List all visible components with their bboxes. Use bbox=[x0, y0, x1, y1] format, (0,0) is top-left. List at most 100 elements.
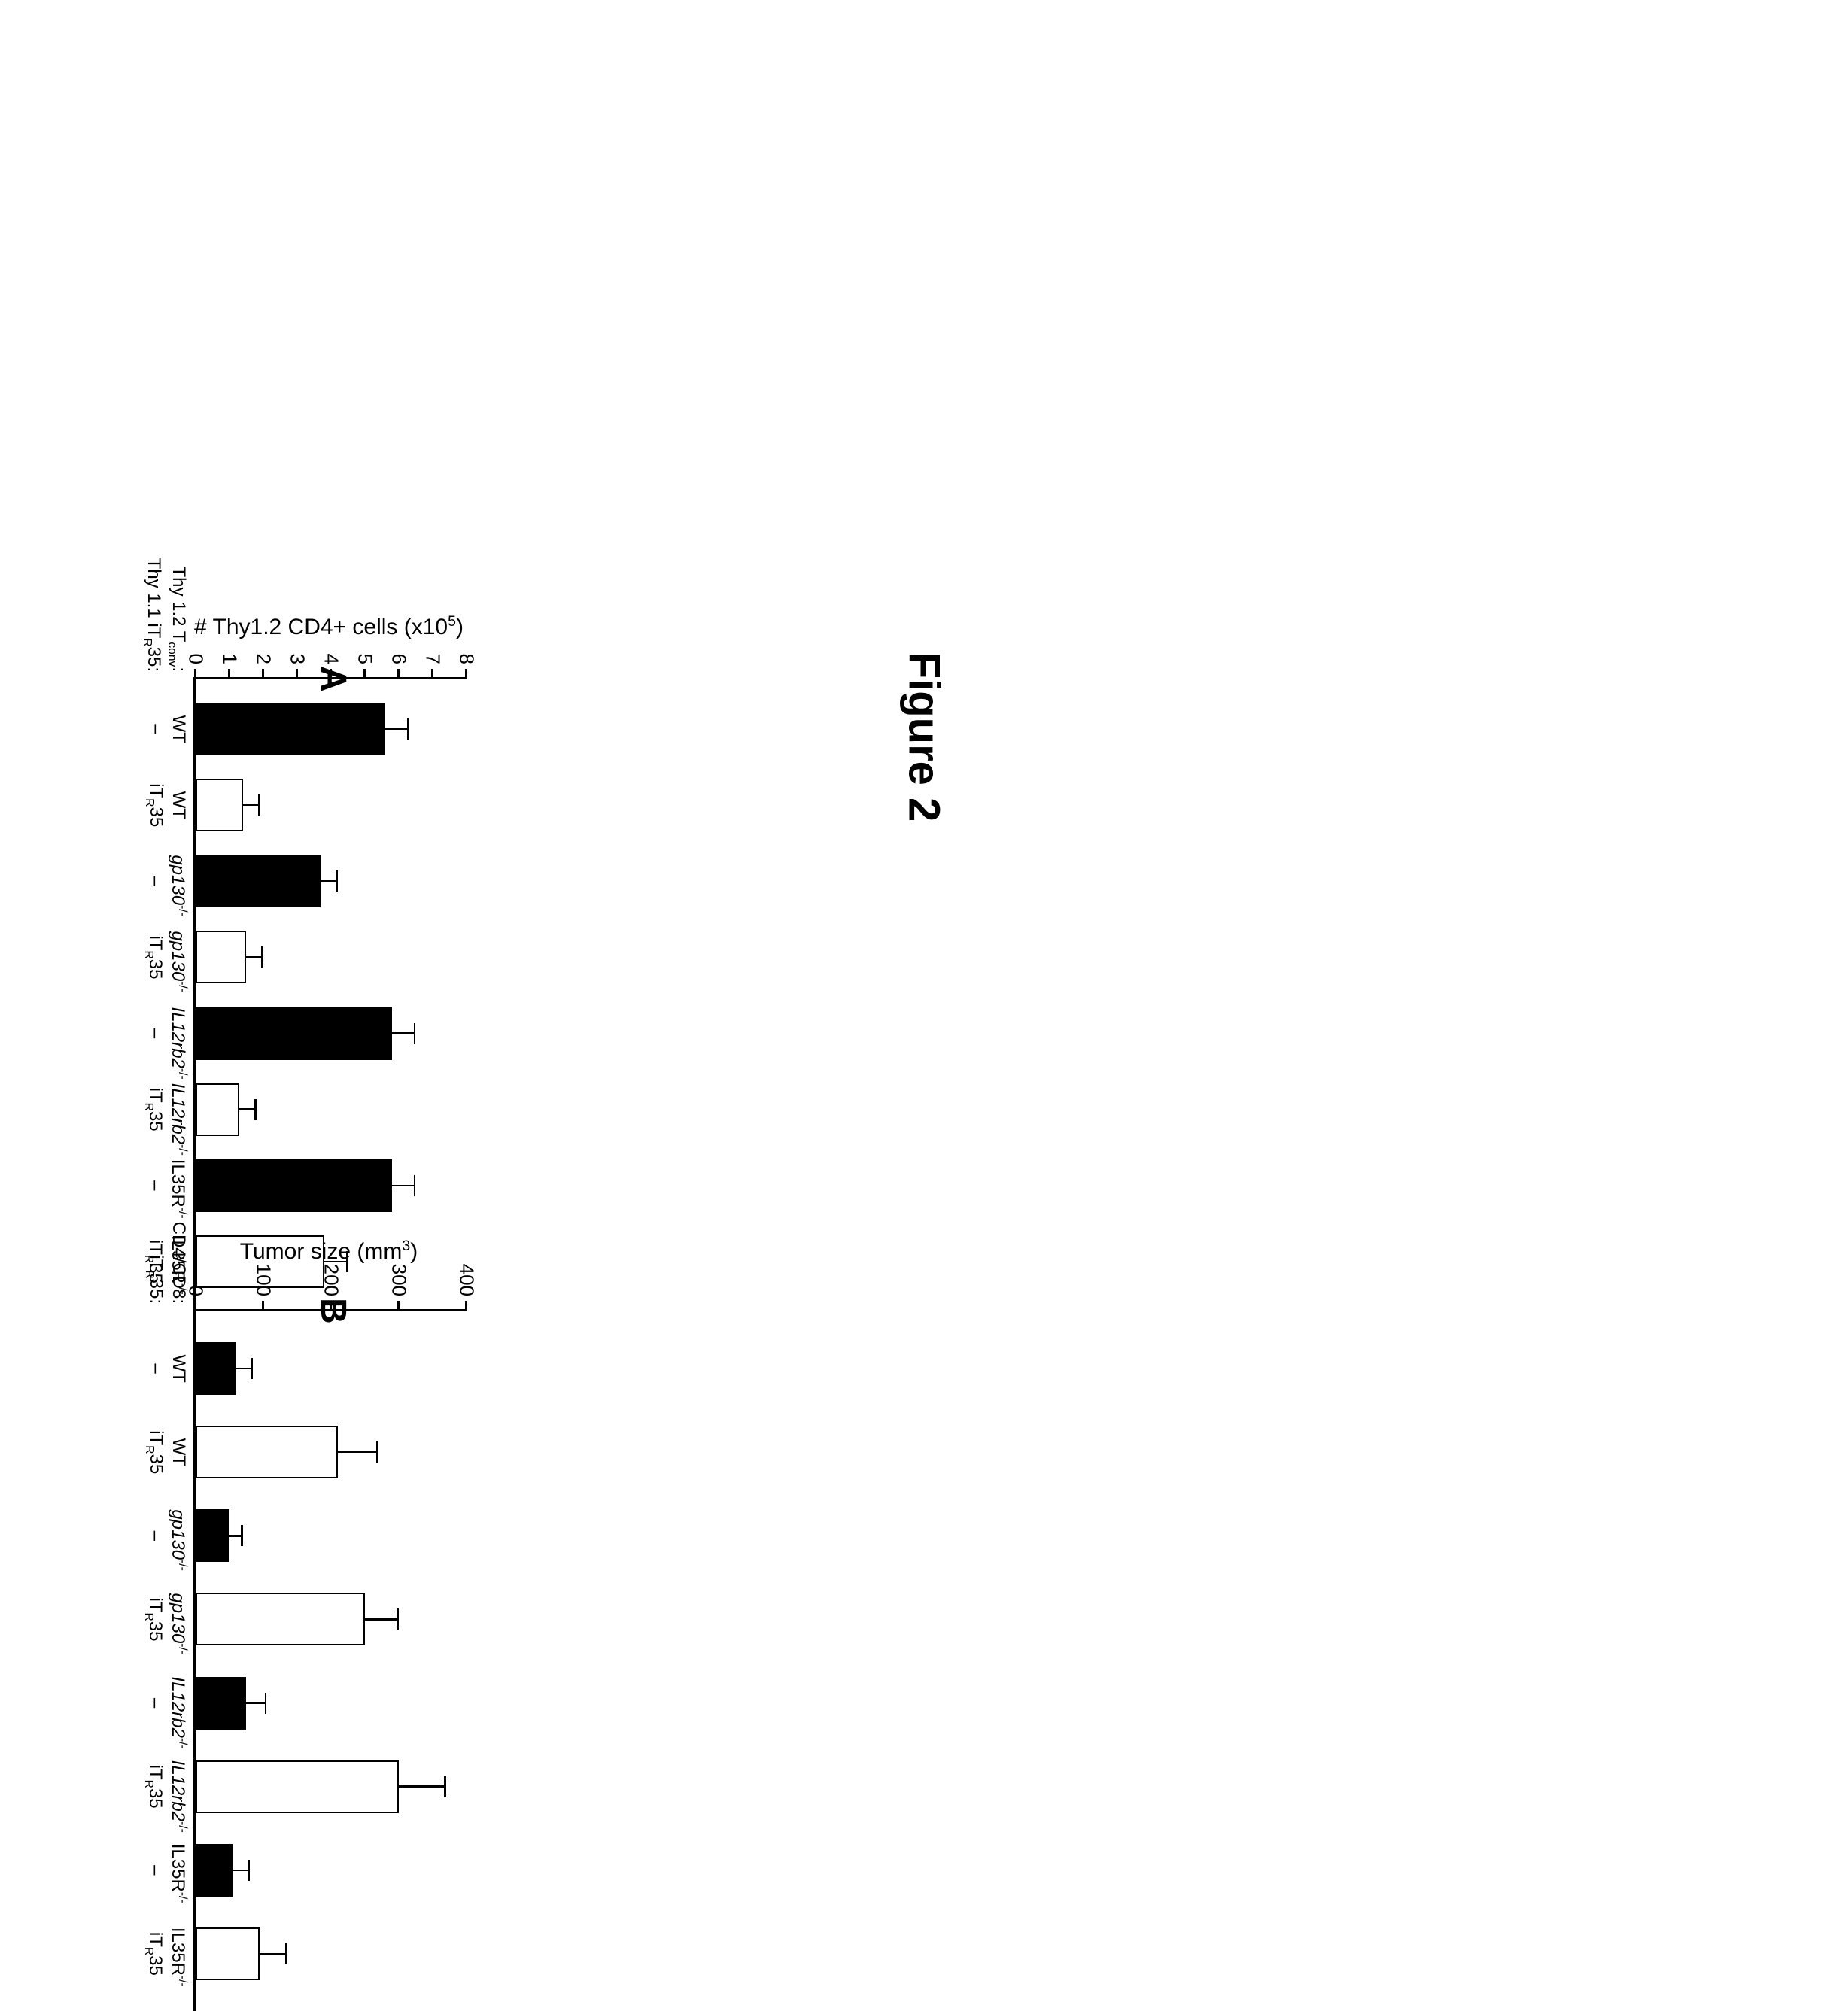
bar-rect bbox=[196, 1927, 260, 1980]
error-cap bbox=[377, 1441, 379, 1463]
bar-slot bbox=[196, 779, 260, 831]
panel-a-bars bbox=[196, 679, 467, 1311]
y-tick-label: 400 bbox=[455, 1264, 479, 1311]
error-cap bbox=[407, 718, 409, 740]
bar bbox=[196, 1159, 416, 1212]
error-cap bbox=[265, 1693, 267, 1714]
x-label: WT– bbox=[141, 1342, 196, 1395]
bar bbox=[196, 1760, 446, 1813]
bar-slot bbox=[196, 703, 409, 755]
bar-rect bbox=[196, 1844, 233, 1897]
error-bar bbox=[236, 1368, 254, 1370]
x-label: gp130-/-– bbox=[141, 855, 196, 907]
bar-rect bbox=[196, 1677, 247, 1730]
error-bar bbox=[392, 1185, 416, 1187]
bar-rect bbox=[196, 1593, 365, 1645]
bar-slot bbox=[196, 1159, 416, 1212]
page: Figure 2 A # Thy1.2 CD4+ cells (x105) Th… bbox=[0, 0, 1848, 1424]
error-cap bbox=[248, 1860, 251, 1881]
error-bar bbox=[229, 1535, 243, 1537]
bar-slot bbox=[196, 855, 338, 907]
error-cap bbox=[258, 794, 260, 816]
error-cap bbox=[445, 1776, 447, 1797]
bar-rect bbox=[196, 931, 247, 983]
bar bbox=[196, 1007, 416, 1060]
error-cap bbox=[251, 1358, 254, 1379]
y-tick-label: 100 bbox=[252, 1264, 275, 1311]
x-label: WT– bbox=[141, 703, 196, 755]
bar bbox=[196, 1844, 250, 1897]
y-tick-label: 300 bbox=[388, 1264, 411, 1311]
bar-slot bbox=[196, 1677, 267, 1730]
y-tick-label: 0 bbox=[184, 1286, 208, 1311]
bar bbox=[196, 855, 338, 907]
y-tick-label: 4 bbox=[320, 654, 343, 679]
bar-rect bbox=[196, 1342, 236, 1395]
error-bar bbox=[365, 1618, 399, 1621]
bar-rect bbox=[196, 1426, 338, 1478]
bar-slot bbox=[196, 931, 263, 983]
bar-rect bbox=[196, 1007, 392, 1060]
error-cap bbox=[262, 946, 264, 968]
panel-b-chart-wrap: Tumor size (mm3) CD4/CD8:iTR35: WT–WTiTR… bbox=[193, 1309, 467, 2011]
bar-slot bbox=[196, 1844, 250, 1897]
y-tick-label: 6 bbox=[388, 654, 411, 679]
x-label: gp130-/-iTR35 bbox=[141, 1593, 196, 1645]
bar bbox=[196, 703, 409, 755]
error-bar bbox=[247, 956, 264, 958]
figure-title: Figure 2 bbox=[899, 652, 950, 822]
bar bbox=[196, 1509, 243, 1562]
bar-rect bbox=[196, 1509, 229, 1562]
bar-slot bbox=[196, 1426, 378, 1478]
panel-a-chart: # Thy1.2 CD4+ cells (x105) Thy 1.2 Tconv… bbox=[193, 677, 467, 1311]
bar-slot bbox=[196, 1342, 254, 1395]
x-label: gp130-/-– bbox=[141, 1509, 196, 1562]
bar-rect bbox=[196, 855, 321, 907]
bar-slot bbox=[196, 1007, 416, 1060]
error-cap bbox=[414, 1023, 416, 1044]
error-bar bbox=[385, 728, 409, 731]
x-label: IL12rb2-/-– bbox=[141, 1677, 196, 1730]
x-label: IL35R-/-– bbox=[141, 1159, 196, 1212]
x-label: IL35R-/-iTR35 bbox=[141, 1927, 196, 1980]
bar bbox=[196, 1426, 378, 1478]
bar bbox=[196, 1593, 399, 1645]
bar-rect bbox=[196, 1760, 399, 1813]
y-tick-label: 7 bbox=[421, 654, 445, 679]
panel-a-chart-wrap: # Thy1.2 CD4+ cells (x105) Thy 1.2 Tconv… bbox=[193, 677, 467, 1311]
x-label: WTiTR35 bbox=[141, 1426, 196, 1478]
error-bar bbox=[243, 804, 260, 807]
y-tick-label: 5 bbox=[354, 654, 377, 679]
panel-b-chart: Tumor size (mm3) CD4/CD8:iTR35: WT–WTiTR… bbox=[193, 1309, 467, 2011]
bar bbox=[196, 1083, 257, 1136]
x-label: gp130-/-iTR35 bbox=[141, 931, 196, 983]
error-bar bbox=[392, 1032, 416, 1034]
x-row-title: Thy 1.1 iTR35: bbox=[139, 558, 164, 672]
panel-b-x-labels: WT– WTiTR35 gp130-/-– gp130-/-iTR35 IL12rb2-… bbox=[141, 1311, 196, 2011]
y-tick-label: 3 bbox=[286, 654, 309, 679]
bar-rect bbox=[196, 1083, 240, 1136]
x-label: IL12rb2-/-– bbox=[141, 1007, 196, 1060]
bar-slot bbox=[196, 1760, 446, 1813]
panel-a-x-labels: WT– WTiTR35 gp130-/-– gp130-/-iTR35 IL12rb2-… bbox=[141, 679, 196, 1311]
bar-slot bbox=[196, 1593, 399, 1645]
x-row-title: iTR35: bbox=[142, 1222, 167, 1304]
x-label: IL12rb2-/-iTR35 bbox=[141, 1083, 196, 1136]
error-cap bbox=[242, 1525, 244, 1546]
y-tick-label: 1 bbox=[218, 654, 242, 679]
bar bbox=[196, 779, 260, 831]
bar-rect bbox=[196, 703, 385, 755]
error-bar bbox=[399, 1785, 446, 1788]
y-tick-label: 8 bbox=[455, 654, 479, 679]
bar bbox=[196, 1342, 254, 1395]
panel-a-y-axis-label: # Thy1.2 CD4+ cells (x105) bbox=[186, 613, 472, 640]
error-bar bbox=[260, 1953, 287, 1955]
error-cap bbox=[397, 1608, 400, 1630]
bar bbox=[196, 931, 263, 983]
x-label: WTiTR35 bbox=[141, 779, 196, 831]
bar-slot bbox=[196, 1927, 287, 1980]
x-label: IL12rb2-/-iTR35 bbox=[141, 1760, 196, 1813]
panel-b-bars bbox=[196, 1311, 467, 2011]
bar-rect bbox=[196, 1159, 392, 1212]
panel-b-y-axis-label: Tumor size (mm3) bbox=[208, 1238, 449, 1265]
